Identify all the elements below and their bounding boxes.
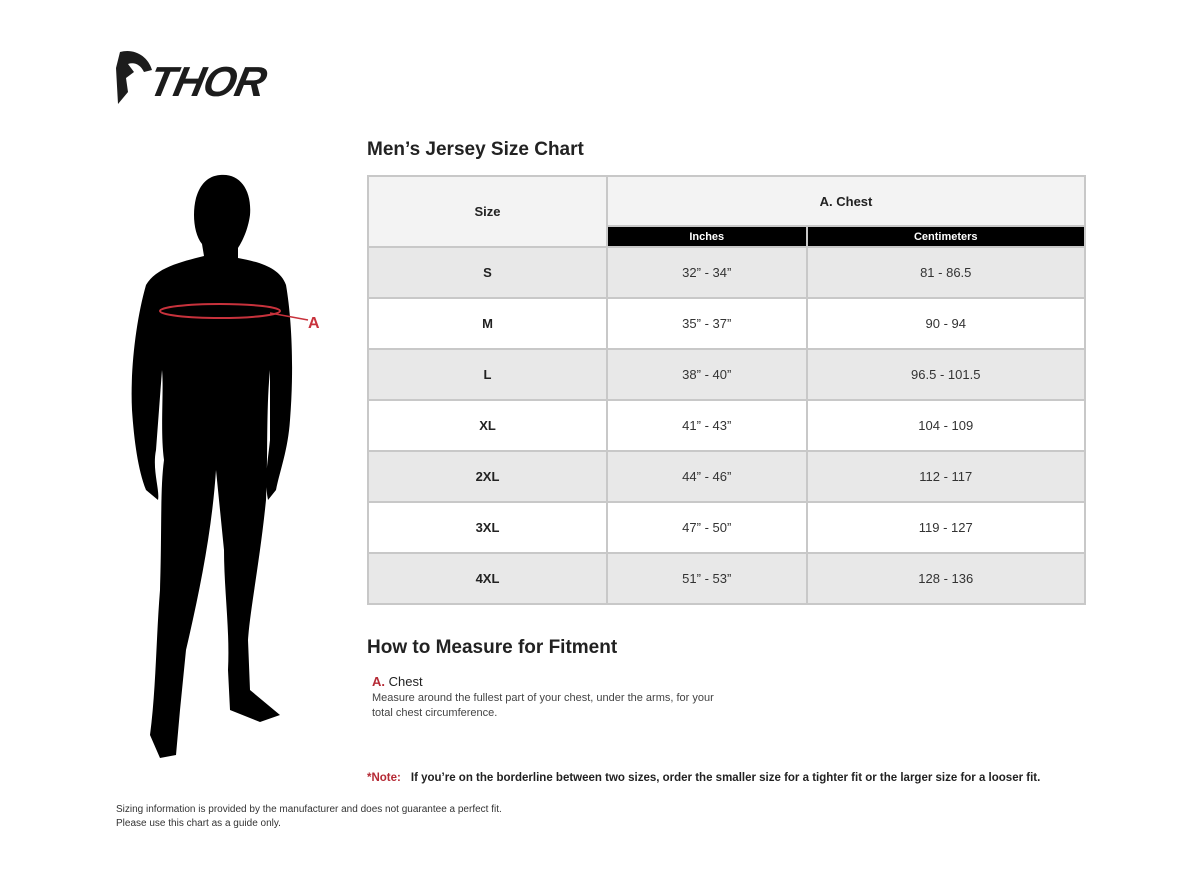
size-row: XL 41” - 43” 104 - 109	[367, 399, 1086, 452]
cm-cell: 128 - 136	[805, 552, 1086, 605]
chart-title: Men’s Jersey Size Chart	[367, 139, 584, 160]
pointer-line	[269, 312, 309, 321]
chest-measure-line	[159, 303, 281, 319]
size-header: Size	[367, 175, 608, 248]
centimeters-header: Centimeters	[805, 225, 1086, 248]
size-row: S 32” - 34” 81 - 86.5	[367, 246, 1086, 299]
inches-cell: 35” - 37”	[606, 297, 808, 350]
size-row: 2XL 44” - 46” 112 - 117	[367, 450, 1086, 503]
note-text: If you’re on the borderline between two …	[410, 772, 1041, 784]
size-table: Size A. Chest Inches Centimeters S 32” - …	[367, 175, 1086, 605]
cm-cell: 90 - 94	[805, 297, 1086, 350]
marker-a-label: A	[308, 315, 320, 332]
size-row: L 38” - 40” 96.5 - 101.5	[367, 348, 1086, 401]
chest-label: Chest	[388, 674, 423, 689]
size-cell: XL	[367, 399, 608, 452]
size-row: 3XL 47” - 50” 119 - 127	[367, 501, 1086, 554]
cm-cell: 119 - 127	[805, 501, 1086, 554]
inches-header: Inches	[606, 225, 808, 248]
size-cell: 3XL	[367, 501, 608, 554]
size-cell: 2XL	[367, 450, 608, 503]
instruction-line: total chest circumference.	[372, 707, 498, 719]
note: *Note: If you’re on the borderline betwee…	[367, 772, 1040, 784]
chest-letter: A.	[372, 674, 385, 689]
size-row: M 35” - 37” 90 - 94	[367, 297, 1086, 350]
inches-cell: 32” - 34”	[606, 246, 808, 299]
instruction-line: Measure around the fullest part of your …	[372, 692, 714, 704]
inches-cell: 51” - 53”	[606, 552, 808, 605]
footer-line: Sizing information is provided by the ma…	[116, 804, 502, 815]
chest-header: A. Chest	[606, 175, 1086, 227]
thor-helmet-logo-icon	[116, 50, 152, 104]
inches-cell: 41” - 43”	[606, 399, 808, 452]
cm-cell: 104 - 109	[805, 399, 1086, 452]
body-silhouette: A	[131, 174, 320, 759]
cm-cell: 96.5 - 101.5	[805, 348, 1086, 401]
inches-cell: 38” - 40”	[606, 348, 808, 401]
inches-cell: 47” - 50”	[606, 501, 808, 554]
size-cell: S	[367, 246, 608, 299]
size-cell: 4XL	[367, 552, 608, 605]
cm-cell: 81 - 86.5	[805, 246, 1086, 299]
footer-disclaimer: Sizing information is provided by the ma…	[116, 803, 502, 831]
size-cell: M	[367, 297, 608, 350]
chest-instruction: Measure around the fullest part of your …	[372, 691, 732, 721]
thor-logo-text: THOR	[145, 58, 271, 105]
footer-line: Please use this chart as a guide only.	[116, 818, 281, 829]
cm-cell: 112 - 117	[805, 450, 1086, 503]
measure-heading: How to Measure for Fitment	[367, 637, 618, 658]
note-label: *Note:	[367, 772, 401, 784]
size-row: 4XL 51” - 53” 128 - 136	[367, 552, 1086, 605]
size-cell: L	[367, 348, 608, 401]
chest-instruction-title: A. Chest	[372, 674, 423, 689]
inches-cell: 44” - 46”	[606, 450, 808, 503]
